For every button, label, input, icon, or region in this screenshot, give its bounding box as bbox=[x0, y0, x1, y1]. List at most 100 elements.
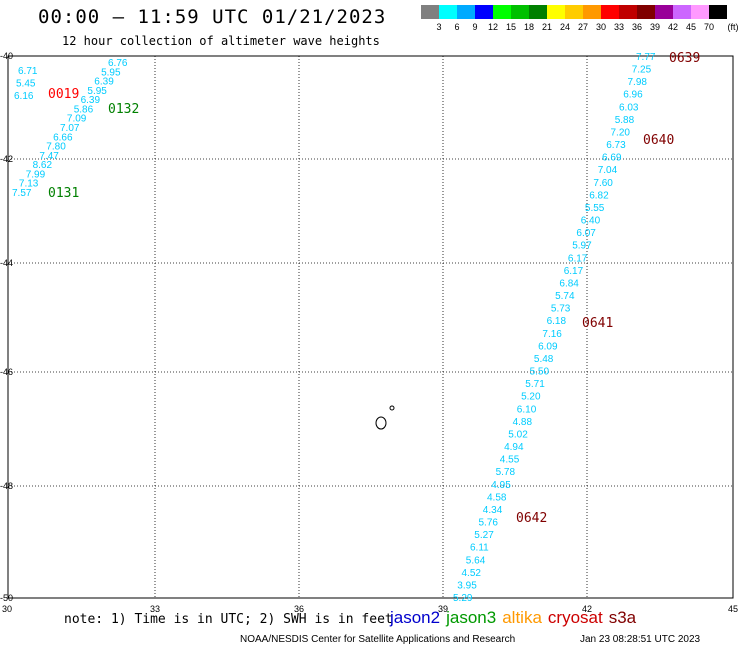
swh-value: 6.39 bbox=[81, 95, 101, 106]
time-label: 0132 bbox=[108, 102, 139, 117]
swh-value: 6.17 bbox=[564, 266, 584, 277]
swh-value: 5.86 bbox=[74, 104, 94, 115]
swh-value: 7.20 bbox=[611, 128, 631, 139]
swh-value: 5.02 bbox=[508, 429, 528, 440]
satellite-legend: jason2 jason3 altika cryosat s3a bbox=[390, 608, 642, 628]
legend-swatch bbox=[475, 5, 493, 19]
swh-value: 4.94 bbox=[504, 442, 524, 453]
x-tick-label: 45 bbox=[728, 604, 738, 614]
swh-value: 4.55 bbox=[500, 455, 520, 466]
x-tick-label: 39 bbox=[438, 604, 448, 614]
satellite-jason2: jason2 bbox=[390, 608, 441, 627]
swh-value: 5.20 bbox=[521, 392, 541, 403]
swh-value: 6.69 bbox=[602, 153, 622, 164]
y-tick-label: -40 bbox=[0, 51, 13, 61]
swh-value: 5.29 bbox=[453, 593, 473, 604]
swh-value: 4.58 bbox=[487, 492, 507, 503]
note-text: note: 1) Time is in UTC; 2) SWH is in fe… bbox=[64, 612, 393, 627]
swh-value: 5.45 bbox=[16, 79, 36, 90]
legend-label: 70 bbox=[703, 22, 714, 32]
swh-value: 7.47 bbox=[39, 151, 59, 162]
time-label: 0019 bbox=[48, 87, 79, 102]
legend-label: 21 bbox=[541, 22, 552, 32]
legend-swatch bbox=[655, 5, 673, 19]
swh-value: 4.34 bbox=[483, 505, 503, 516]
swh-value: 5.48 bbox=[534, 354, 554, 365]
island-outline bbox=[375, 405, 395, 430]
legend-swatch bbox=[529, 5, 547, 19]
swh-value: 4.88 bbox=[513, 417, 533, 428]
legend-label: 18 bbox=[523, 22, 534, 32]
satellite-jason3: jason3 bbox=[446, 608, 497, 627]
swh-value: 5.95 bbox=[87, 86, 107, 97]
swh-value: 4.95 bbox=[491, 480, 511, 491]
legend-unit: (ft) bbox=[727, 22, 739, 32]
time-label: 0131 bbox=[48, 186, 79, 201]
legend-swatch bbox=[421, 5, 439, 19]
swh-value: 6.71 bbox=[18, 66, 38, 77]
swh-value: 7.13 bbox=[19, 179, 39, 190]
time-label: 0642 bbox=[516, 511, 547, 526]
legend-label: 6 bbox=[454, 22, 460, 32]
swh-value: 5.74 bbox=[555, 291, 575, 302]
swh-value: 6.17 bbox=[568, 253, 588, 264]
legend-swatch bbox=[511, 5, 529, 19]
legend-swatch bbox=[439, 5, 457, 19]
footer-credit: NOAA/NESDIS Center for Satellite Applica… bbox=[240, 634, 516, 645]
swh-value: 7.80 bbox=[46, 142, 66, 153]
swh-value: 3.95 bbox=[457, 580, 477, 591]
swh-value: 7.98 bbox=[628, 77, 648, 88]
time-labels: 0019 0132 0131 0639 0640 0641 0642 bbox=[48, 51, 700, 526]
swh-value: 6.09 bbox=[538, 341, 558, 352]
legend-label: 42 bbox=[667, 22, 678, 32]
axis-ticks: 30 33 36 39 42 45 -40 -42 -44 -46 -48 -50 bbox=[0, 51, 738, 614]
page-title: 00:00 – 11:59 UTC 01/21/2023 bbox=[38, 6, 387, 28]
swh-value: 6.07 bbox=[576, 228, 596, 239]
swh-value: 6.03 bbox=[619, 102, 639, 113]
legend-label: 27 bbox=[577, 22, 588, 32]
swh-value: 4.52 bbox=[462, 568, 482, 579]
legend-swatch bbox=[601, 5, 619, 19]
swh-value: 7.09 bbox=[67, 114, 87, 125]
legend-swatch bbox=[709, 5, 727, 19]
x-tick-label: 30 bbox=[2, 604, 12, 614]
legend-label: 45 bbox=[685, 22, 696, 32]
y-tick-label: -46 bbox=[0, 367, 13, 377]
swh-value: 6.39 bbox=[94, 77, 114, 88]
swh-value: 6.18 bbox=[547, 316, 567, 327]
swh-value: 5.88 bbox=[615, 115, 635, 126]
timestamp: Jan 23 08:28:51 UTC 2023 bbox=[580, 634, 701, 645]
y-tick-label: -48 bbox=[0, 481, 13, 491]
legend-label: 33 bbox=[613, 22, 624, 32]
legend-label: 3 bbox=[436, 22, 442, 32]
time-label: 0640 bbox=[643, 133, 674, 148]
swh-value: 6.82 bbox=[589, 190, 609, 201]
swh-value: 6.40 bbox=[581, 216, 601, 227]
swh-value: 7.60 bbox=[593, 178, 613, 189]
swh-value: 5.76 bbox=[479, 518, 499, 529]
satellite-altika: altika bbox=[502, 608, 542, 627]
time-label: 0639 bbox=[669, 51, 700, 66]
swh-value: 6.96 bbox=[623, 90, 643, 101]
swh-value: 5.71 bbox=[525, 379, 545, 390]
swh-value: 5.73 bbox=[551, 304, 571, 315]
y-tick-label: -42 bbox=[0, 154, 13, 164]
swh-value: 5.50 bbox=[530, 367, 550, 378]
y-tick-label: -50 bbox=[0, 593, 13, 603]
legend-label: 12 bbox=[487, 22, 498, 32]
swh-value: 6.73 bbox=[606, 140, 626, 151]
legend-label: 30 bbox=[595, 22, 606, 32]
legend-label: 36 bbox=[631, 22, 642, 32]
legend-swatch bbox=[583, 5, 601, 19]
swh-value: 5.95 bbox=[101, 67, 121, 78]
legend-label: 9 bbox=[472, 22, 478, 32]
legend-label: 24 bbox=[559, 22, 570, 32]
swh-value: 6.16 bbox=[14, 91, 34, 102]
swh-value: 6.66 bbox=[53, 132, 73, 143]
satellite-cryosat: cryosat bbox=[547, 608, 603, 627]
swh-value: 5.55 bbox=[585, 203, 605, 214]
legend-swatch bbox=[619, 5, 637, 19]
y-tick-label: -44 bbox=[0, 258, 13, 268]
swh-value: 7.16 bbox=[542, 329, 562, 340]
swh-value: 7.77 bbox=[636, 52, 656, 63]
